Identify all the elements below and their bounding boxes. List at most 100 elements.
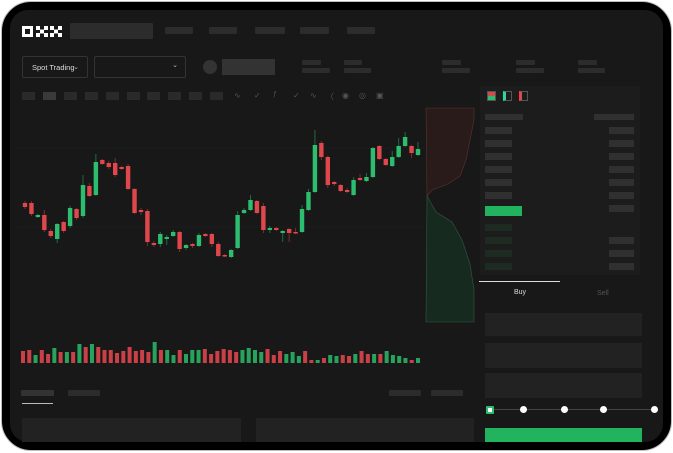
filter-button[interactable]	[389, 390, 421, 396]
interval-button[interactable]	[210, 92, 223, 100]
volume-bar	[177, 350, 182, 363]
candle-down	[338, 185, 343, 191]
candle-down	[332, 182, 337, 184]
volume-bar	[372, 354, 377, 363]
last-price	[485, 206, 522, 216]
volume-bar	[384, 351, 389, 363]
fx-icon[interactable]: ƒ	[273, 91, 277, 98]
candle-down	[125, 166, 131, 189]
volume-bar	[365, 354, 370, 363]
nav-item[interactable]	[300, 27, 329, 34]
candle-up	[35, 215, 41, 217]
ask-price	[485, 140, 512, 147]
tab-buy[interactable]: Buy	[514, 289, 527, 296]
interval-button[interactable]	[147, 92, 160, 100]
tab-underline	[22, 403, 53, 404]
candle-up	[299, 209, 305, 232]
volume-bar	[246, 348, 251, 363]
ask-price	[485, 179, 512, 186]
slider-handle[interactable]	[486, 406, 494, 414]
stat-label	[442, 60, 461, 65]
tab-order-history[interactable]	[68, 390, 100, 396]
volume-bar	[284, 354, 289, 363]
book-asks-icon[interactable]	[519, 91, 528, 101]
candle-up	[55, 224, 60, 239]
interval-button[interactable]	[168, 92, 181, 100]
nav-item[interactable]	[165, 27, 193, 34]
volume-bar	[265, 349, 270, 363]
volume-bar	[209, 354, 214, 363]
volume-bar	[290, 352, 295, 363]
candle-up	[267, 228, 273, 230]
amount-input[interactable]	[485, 343, 642, 368]
volume-bar	[259, 352, 264, 363]
volume-bar	[315, 360, 320, 363]
interval-button[interactable]	[64, 92, 77, 100]
candle-up	[280, 231, 285, 233]
volume-bar	[27, 350, 32, 363]
ask-price	[485, 166, 512, 173]
candle-up	[183, 245, 189, 248]
interval-button-active[interactable]	[43, 92, 56, 100]
interval-button[interactable]	[85, 92, 98, 100]
volume-bar	[321, 358, 326, 363]
stat-value	[516, 68, 544, 73]
nav-item[interactable]	[255, 27, 285, 34]
spot-trading-dropdown[interactable]: Spot Trading ⌄	[22, 56, 88, 78]
slider-track[interactable]	[490, 409, 655, 410]
buy-button[interactable]	[485, 428, 642, 442]
candle-down	[261, 206, 266, 230]
slider-mark-25[interactable]	[520, 406, 527, 413]
search-bar[interactable]	[70, 23, 153, 39]
candle-down	[274, 228, 279, 230]
nav-item[interactable]	[347, 27, 375, 34]
candle-up	[370, 148, 376, 177]
slider-mark-75[interactable]	[600, 406, 607, 413]
ruler-icon[interactable]: 〈	[326, 92, 334, 101]
interval-button[interactable]	[106, 92, 119, 100]
book-both-icon[interactable]	[487, 91, 496, 101]
camera-icon[interactable]: ◉	[342, 91, 349, 100]
filter-button[interactable]	[431, 390, 463, 396]
candle-down	[145, 211, 150, 242]
book-bids-icon[interactable]	[503, 91, 512, 101]
candle-down	[74, 209, 79, 218]
check-icon[interactable]: ✓	[293, 91, 300, 100]
candle-up	[235, 215, 240, 248]
tab-sell[interactable]: Sell	[597, 290, 609, 297]
ask-price	[485, 192, 512, 199]
fullscreen-icon[interactable]: ▣	[376, 91, 384, 100]
volume-bar	[416, 358, 420, 363]
volume-bar	[378, 354, 383, 363]
price-input[interactable]	[485, 313, 642, 336]
interval-button[interactable]	[189, 92, 202, 100]
pair-dropdown[interactable]: ⌄	[94, 56, 186, 78]
candle-down	[112, 163, 118, 175]
volume-bar	[46, 354, 51, 363]
volume-bar	[234, 352, 239, 363]
volume-bar	[309, 360, 314, 363]
stat-label	[578, 60, 597, 65]
volume-bar	[334, 356, 339, 363]
total-input[interactable]	[485, 373, 642, 398]
interval-button[interactable]	[22, 92, 35, 100]
chart-type-icon[interactable]: ∿	[234, 91, 241, 100]
candle-down	[383, 159, 388, 165]
nav-item[interactable]	[209, 27, 237, 34]
indicator-icon[interactable]: ✓	[254, 91, 261, 100]
candle-down	[190, 244, 195, 246]
line-icon[interactable]: ∿	[310, 91, 317, 100]
volume-bar	[146, 352, 151, 363]
tab-open-orders[interactable]	[21, 390, 54, 396]
interval-button[interactable]	[127, 92, 140, 100]
slider-mark-100[interactable]	[651, 406, 658, 413]
candle-up	[241, 210, 247, 213]
volume-bar	[227, 350, 232, 363]
ask-amount	[609, 166, 634, 173]
slider-mark-50[interactable]	[561, 406, 568, 413]
volume-bar	[390, 355, 395, 363]
candle-down	[29, 203, 34, 214]
settings-icon[interactable]: ◎	[359, 91, 366, 100]
dropdown-label: Spot Trading	[32, 62, 75, 72]
